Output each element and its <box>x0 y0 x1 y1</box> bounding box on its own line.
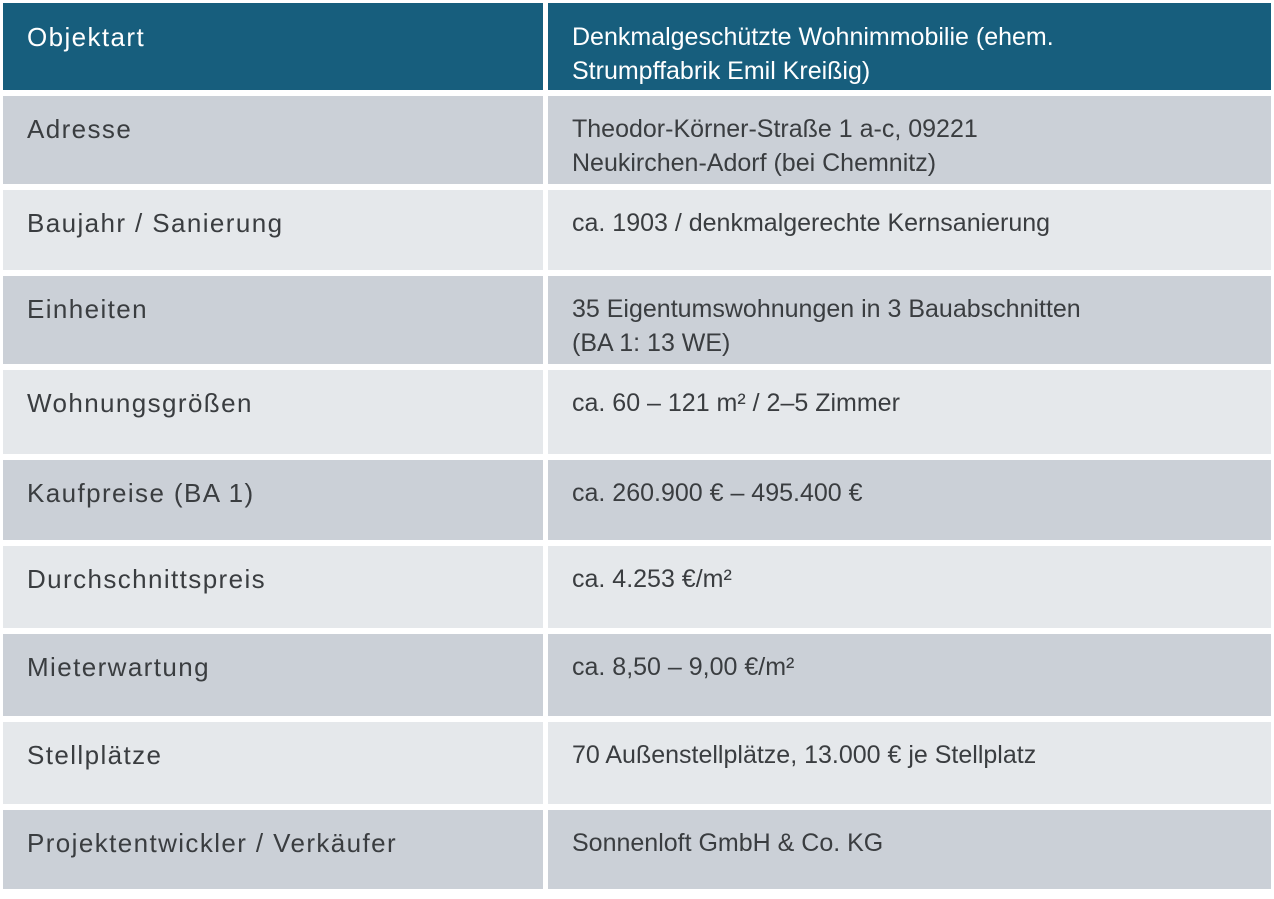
row-label-projektentwickler: Projektentwickler / Verkäufer <box>3 810 543 889</box>
row-label-baujahr-sanierung: Baujahr / Sanierung <box>3 190 543 270</box>
row-value-mieterwartung: ca. 8,50 – 9,00 €/m² <box>548 634 1271 716</box>
row-label-mieterwartung: Mieterwartung <box>3 634 543 716</box>
row-label-stellplaetze: Stellplätze <box>3 722 543 804</box>
row-label-wohnungsgroessen: Wohnungsgrößen <box>3 370 543 454</box>
row-label-kaufpreise: Kaufpreise (BA 1) <box>3 460 543 540</box>
row-value-baujahr-sanierung: ca. 1903 / denkmalgerechte Kernsanierung <box>548 190 1271 270</box>
row-value-stellplaetze: 70 Außenstellplätze, 13.000 € je Stellpl… <box>548 722 1271 804</box>
row-value-durchschnittspreis: ca. 4.253 €/m² <box>548 546 1271 628</box>
table-header-label: Objektart <box>3 3 543 90</box>
row-value-adresse: Theodor-Körner-Straße 1 a-c, 09221 Neuki… <box>548 96 1271 184</box>
row-value-wohnungsgroessen: ca. 60 – 121 m² / 2–5 Zimmer <box>548 370 1271 454</box>
row-value-kaufpreise: ca. 260.900 € – 495.400 € <box>548 460 1271 540</box>
row-label-adresse: Adresse <box>3 96 543 184</box>
row-value-einheiten: 35 Eigentumswohnungen in 3 Bauabschnitte… <box>548 276 1271 364</box>
row-label-einheiten: Einheiten <box>3 276 543 364</box>
row-value-projektentwickler: Sonnenloft GmbH & Co. KG <box>548 810 1271 889</box>
table-header-value: Denkmalgeschützte Wohnimmobilie (ehem. S… <box>548 3 1271 90</box>
row-label-durchschnittspreis: Durchschnittspreis <box>3 546 543 628</box>
